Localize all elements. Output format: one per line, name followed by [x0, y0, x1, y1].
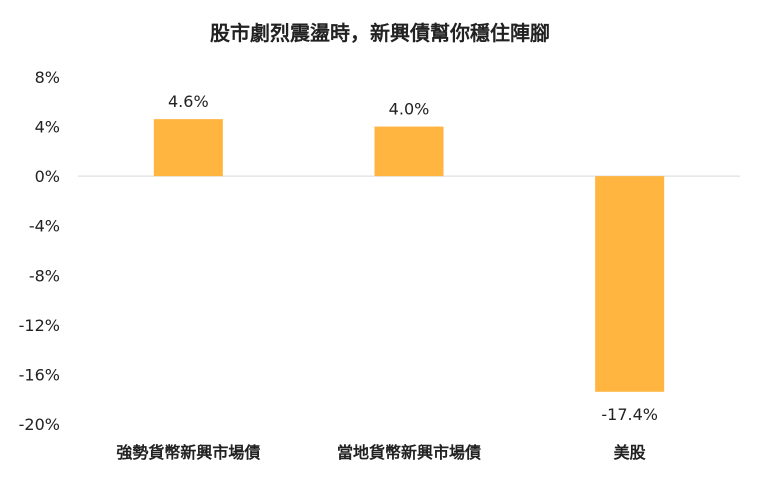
x-tick-label: 當地貨幣新興市場債 — [337, 443, 481, 462]
data-labels-group: 4.6% 4.0% -17.4% — [168, 92, 658, 424]
data-label: -17.4% — [601, 405, 658, 424]
y-tick-label: -8% — [29, 266, 60, 285]
x-axis: 強勢貨幣新興市場債 當地貨幣新興市場債 美股 — [116, 443, 646, 462]
bar — [153, 119, 223, 177]
x-tick-label: 美股 — [614, 443, 647, 462]
data-label: 4.6% — [168, 92, 209, 111]
data-label: 4.0% — [389, 100, 430, 119]
y-tick-label: 4% — [35, 118, 60, 137]
bar — [374, 126, 444, 177]
y-tick-label: -4% — [29, 217, 60, 236]
y-tick-label: 8% — [35, 68, 60, 87]
y-tick-label: -12% — [19, 316, 60, 335]
bars-group — [153, 119, 665, 392]
x-tick-label: 強勢貨幣新興市場債 — [116, 443, 260, 462]
y-tick-label: -16% — [19, 365, 60, 384]
chart-title: 股市劇烈震盪時，新興債幫你穩住陣腳 — [210, 21, 550, 45]
bar — [595, 176, 665, 392]
y-axis: 8% 4% 0% -4% -8% -12% -16% -20% — [19, 68, 60, 434]
y-tick-label: 0% — [35, 167, 60, 186]
y-tick-label: -20% — [19, 415, 60, 434]
